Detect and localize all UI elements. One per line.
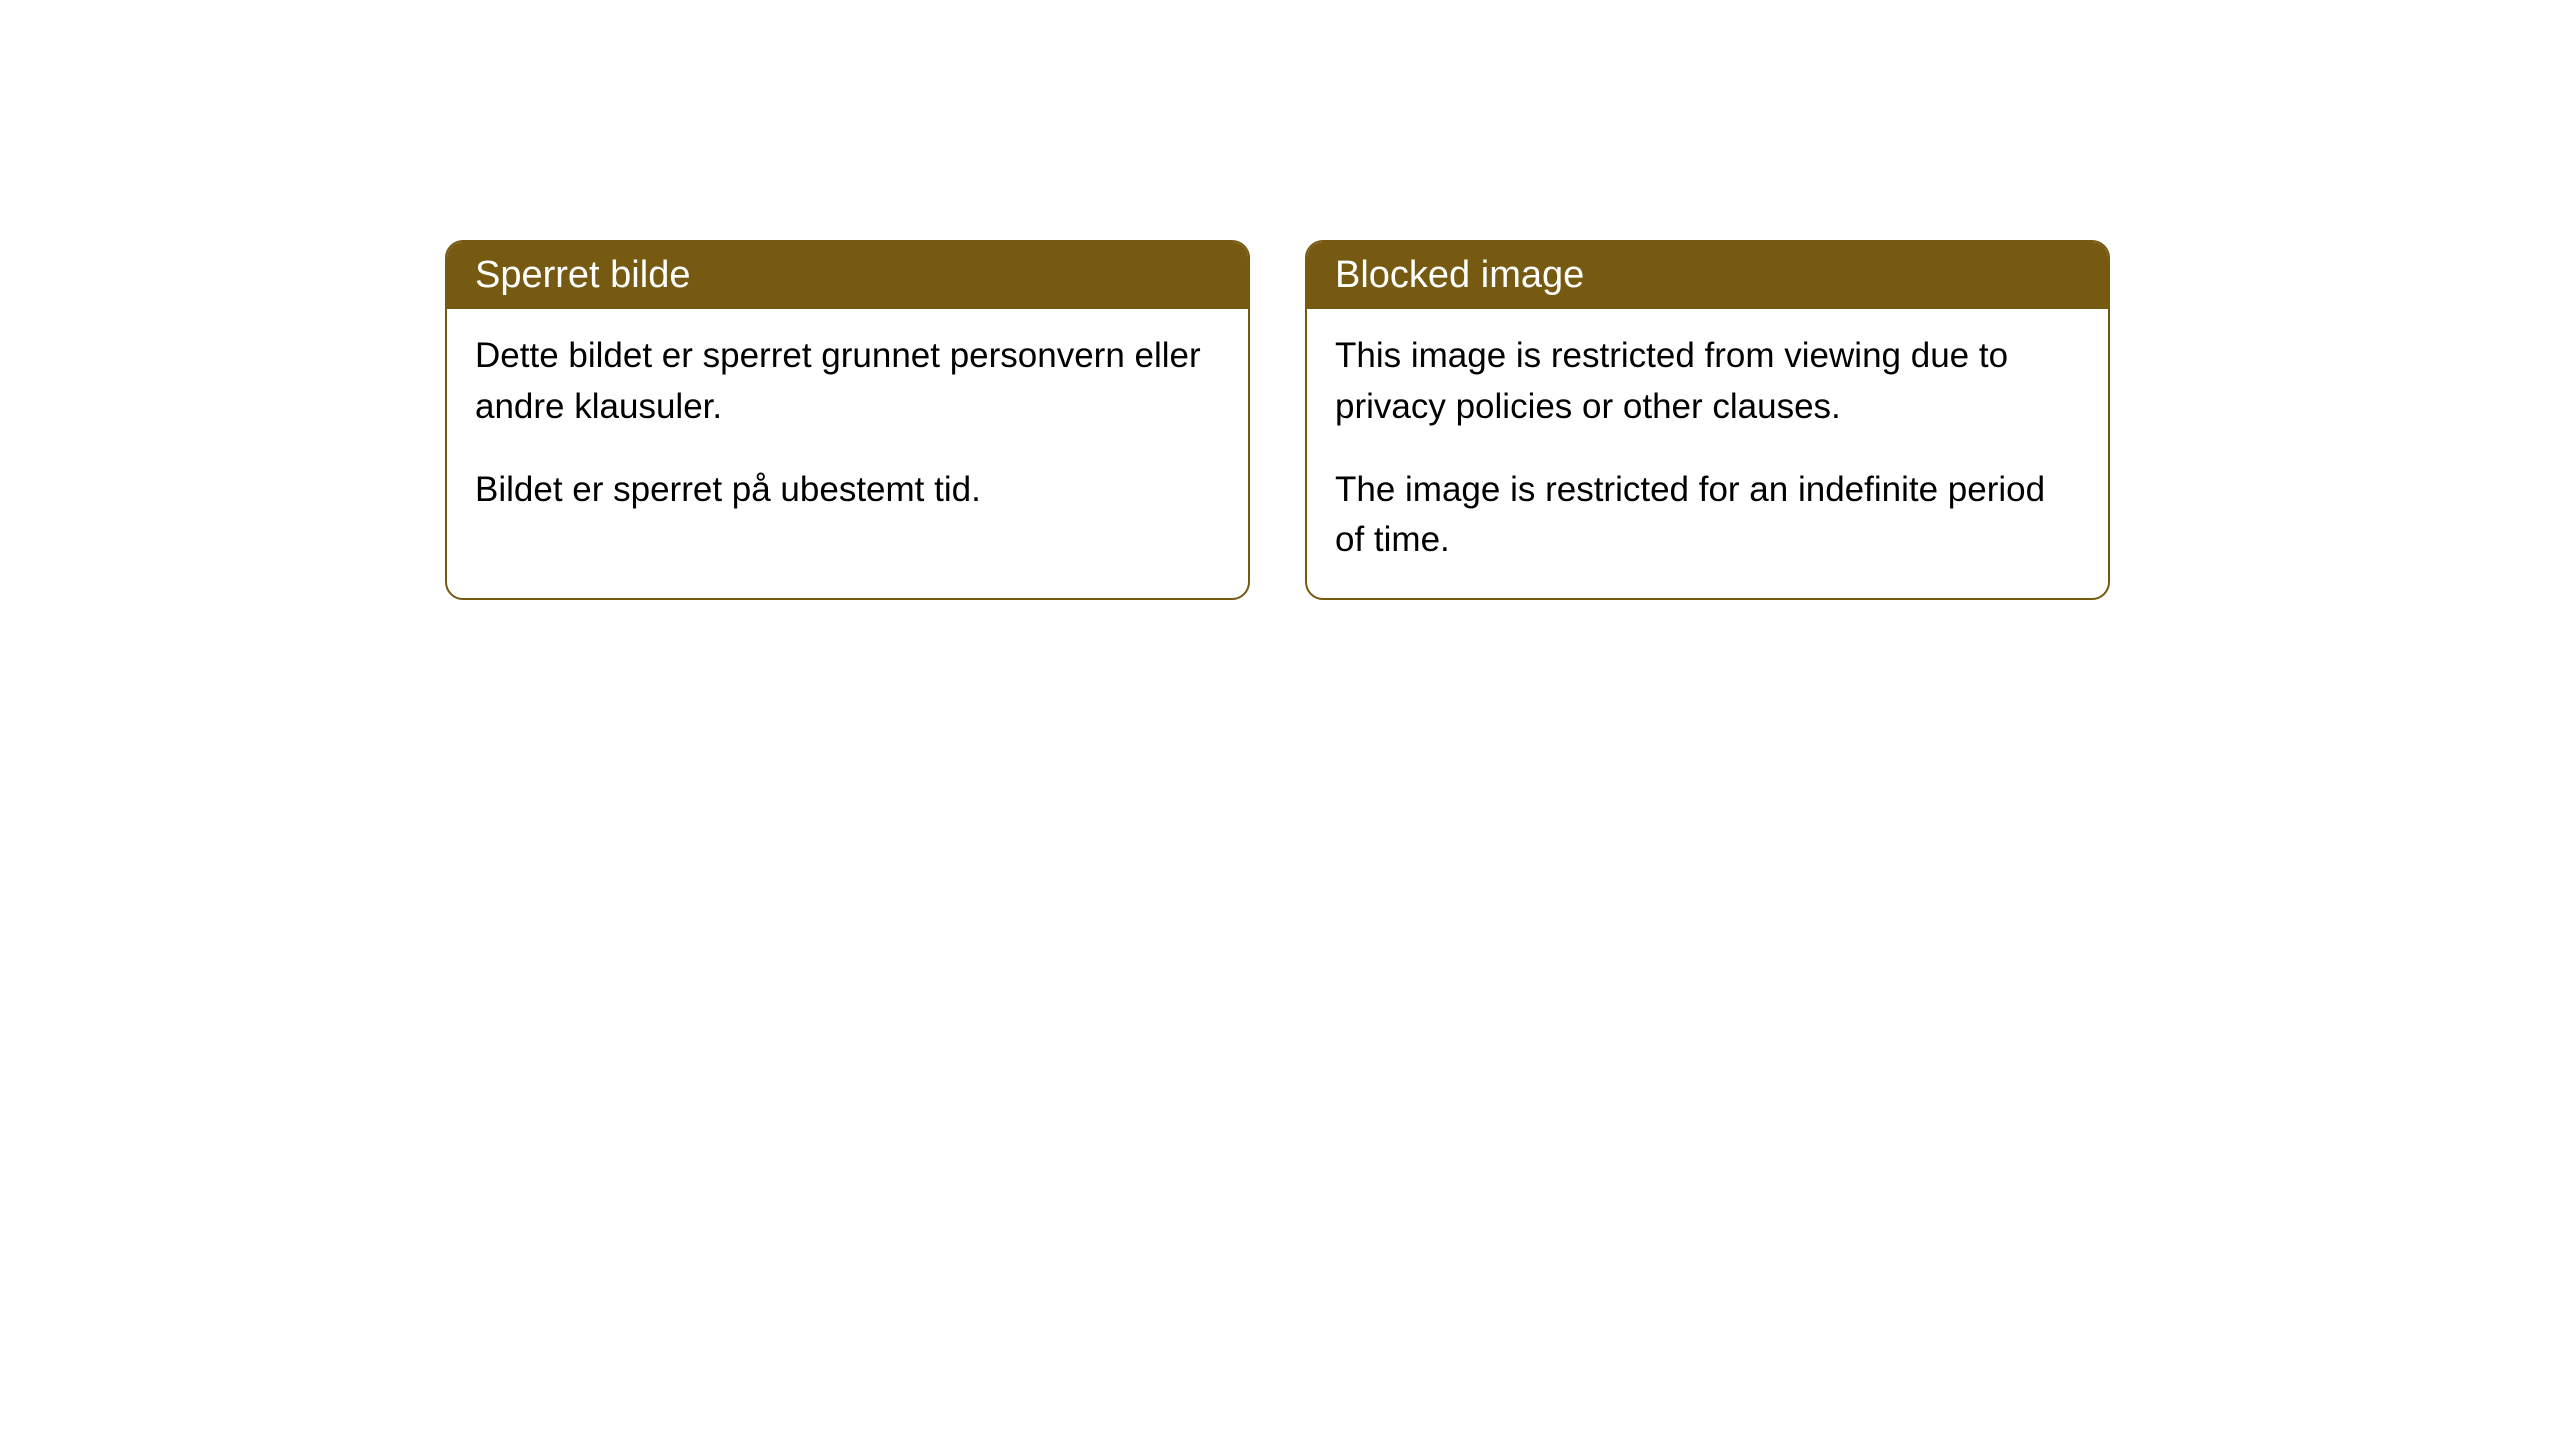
notice-card-norwegian: Sperret bilde Dette bildet er sperret gr…: [445, 240, 1250, 600]
notice-paragraph-1: This image is restricted from viewing du…: [1335, 331, 2080, 433]
notice-body: Dette bildet er sperret grunnet personve…: [447, 309, 1248, 547]
notice-header: Sperret bilde: [447, 242, 1248, 309]
notice-paragraph-2: The image is restricted for an indefinit…: [1335, 465, 2080, 567]
notice-header: Blocked image: [1307, 242, 2108, 309]
notice-container: Sperret bilde Dette bildet er sperret gr…: [0, 0, 2560, 600]
notice-paragraph-1: Dette bildet er sperret grunnet personve…: [475, 331, 1220, 433]
notice-body: This image is restricted from viewing du…: [1307, 309, 2108, 598]
notice-paragraph-2: Bildet er sperret på ubestemt tid.: [475, 465, 1220, 516]
notice-card-english: Blocked image This image is restricted f…: [1305, 240, 2110, 600]
